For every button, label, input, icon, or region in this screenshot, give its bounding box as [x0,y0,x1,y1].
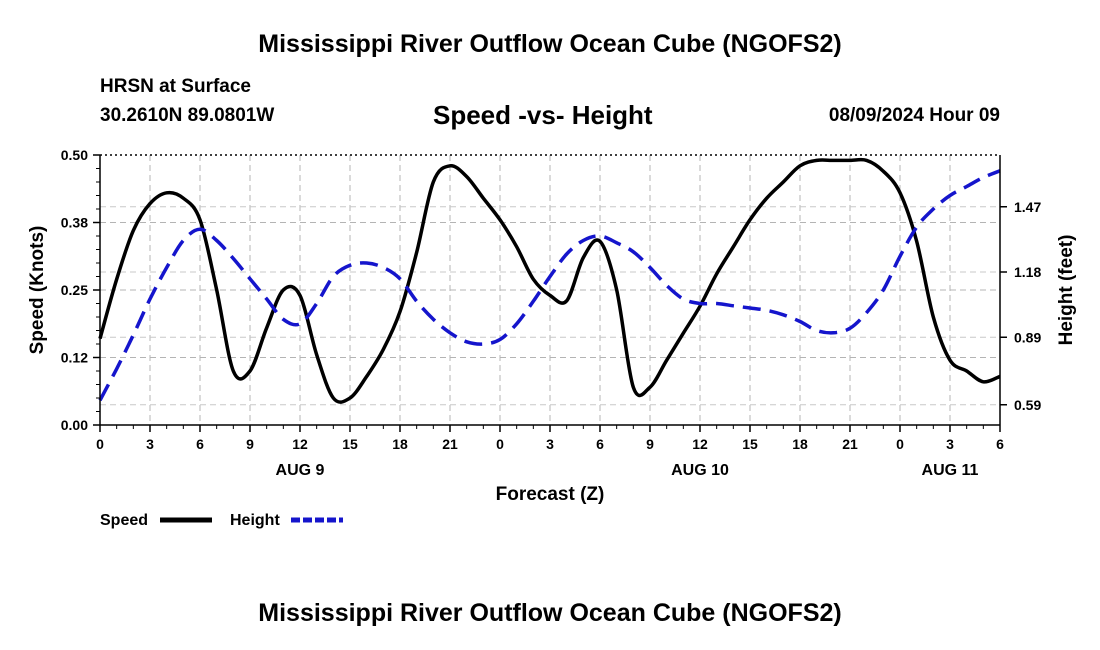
y-tick-label: 0.25 [61,282,88,298]
x-tick-label: 0 [496,436,504,452]
y2-tick-label: 1.47 [1014,199,1041,215]
x-tick-label: 3 [946,436,954,452]
legend-label-speed: Speed [100,512,148,529]
chart-main-title: Mississippi River Outflow Ocean Cube (NG… [258,30,842,58]
x-tick-label: 0 [896,436,904,452]
x-tick-label: 18 [392,436,408,452]
x-tick-label: 21 [442,436,458,452]
y-tick-label: 0.00 [61,417,88,433]
grid [100,155,1000,425]
axis-labels: 0 3 6 9 12 15 18 21 0 3 6 9 12 15 18 21 0 3 6 0.00 0.12 0.25 0… [27,147,1077,505]
y-axis-title: Speed (Knots) [27,226,48,355]
x-tick-label: 9 [246,436,254,452]
x-tick-label: 6 [996,436,1004,452]
y-tick-label: 0.38 [61,215,88,231]
x-tick-label: 12 [292,436,308,452]
x-tick-label: 21 [842,436,858,452]
series-height-line [98,169,1001,402]
x-tick-label: 18 [792,436,808,452]
series-speed-line [98,157,1001,404]
x-tick-label: 0 [96,436,104,452]
x-tick-label: 3 [146,436,154,452]
plot-frame [93,154,1007,432]
coordinates-label: 30.2610N 89.0801W [100,105,275,126]
day-label: AUG 10 [671,462,729,479]
x-tick-label: 9 [646,436,654,452]
y2-axis-title: Height (feet) [1056,235,1077,346]
series-layer [98,157,1001,404]
y2-tick-label: 1.18 [1014,264,1041,280]
x-tick-label: 3 [546,436,554,452]
y2-tick-label: 0.89 [1014,329,1041,345]
x-tick-label: 6 [196,436,204,452]
y2-tick-label: 0.59 [1014,397,1041,413]
legend: Speed Height [100,512,343,529]
x-tick-label: 15 [742,436,758,452]
forecast-datetime: 08/09/2024 Hour 09 [828,105,1000,126]
station-label: HRSN at Surface [100,76,251,97]
footer-title: Mississippi River Outflow Ocean Cube (NG… [258,599,842,627]
chart-subtitle: Speed -vs- Height [433,100,653,130]
y-tick-label: 0.12 [61,350,88,366]
x-tick-label: 15 [342,436,358,452]
legend-label-height: Height [230,512,280,529]
x-tick-label: 12 [692,436,708,452]
day-label: AUG 11 [922,462,979,479]
x-axis-title: Forecast (Z) [496,484,605,505]
y-tick-label: 0.50 [61,147,88,163]
day-label: AUG 9 [276,462,325,479]
x-tick-label: 6 [596,436,604,452]
